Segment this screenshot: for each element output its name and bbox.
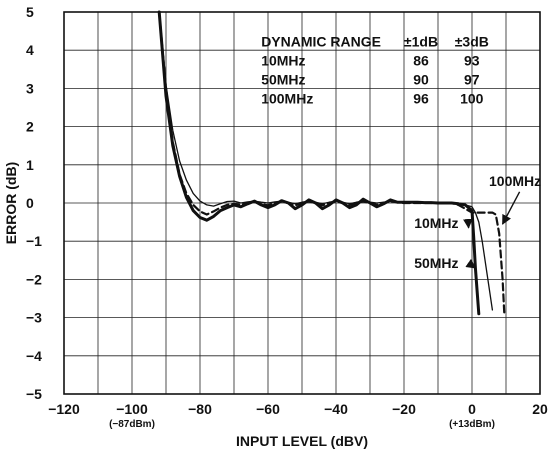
x-tick-label: −80 bbox=[188, 401, 212, 417]
y-tick-label: −5 bbox=[26, 386, 42, 402]
y-tick-label: 3 bbox=[26, 80, 34, 96]
table-header: ±3dB bbox=[455, 33, 489, 49]
table-cell: 100 bbox=[460, 91, 484, 107]
axis-ticks: −120 −100 −80 −60 −40 −20 0 20(−87dBm) (+13dBm)5… bbox=[26, 4, 548, 430]
table-row-label: 10MHz bbox=[261, 52, 305, 68]
table-row-label: 50MHz bbox=[261, 72, 305, 88]
table-cell: 96 bbox=[413, 91, 429, 107]
x-tick-label: 0 bbox=[468, 401, 476, 417]
y-tick-label: 2 bbox=[26, 119, 34, 135]
y-axis-label: ERROR (dB) bbox=[3, 162, 19, 244]
series-line-100mhz bbox=[158, 10, 506, 315]
y-tick-label: 0 bbox=[26, 195, 34, 211]
table-header: ±1dB bbox=[404, 33, 438, 49]
table-cell: 90 bbox=[413, 72, 429, 88]
y-tick-label: 4 bbox=[26, 42, 34, 58]
table-row-label: 100MHz bbox=[261, 91, 313, 107]
annotation-arrow bbox=[501, 191, 521, 225]
x-tick-sublabel: (−87dBm) bbox=[109, 419, 155, 430]
x-tick-label: −20 bbox=[392, 401, 416, 417]
annotation-arrow bbox=[465, 258, 477, 269]
x-tick-label: −60 bbox=[256, 401, 280, 417]
annotations: 100MHz 10MHz 50MHz bbox=[414, 173, 541, 271]
y-tick-label: 5 bbox=[26, 4, 34, 20]
x-tick-label: 20 bbox=[532, 401, 548, 417]
annotation-label: 100MHz bbox=[489, 173, 541, 189]
annotation-label: 10MHz bbox=[414, 215, 458, 231]
y-tick-label: −1 bbox=[26, 233, 42, 249]
y-tick-label: 1 bbox=[26, 157, 34, 173]
series-lines bbox=[157, 10, 506, 316]
y-tick-label: −4 bbox=[26, 348, 42, 364]
y-tick-label: −3 bbox=[26, 310, 42, 326]
x-tick-sublabel: (+13dBm) bbox=[449, 419, 495, 430]
table-cell: 93 bbox=[464, 52, 480, 68]
x-tick-label: −100 bbox=[116, 401, 148, 417]
dynamic-range-table: DYNAMIC RANGE ±1dB ±3dB 10MHz 86 93 50MHz 90 97 1… bbox=[261, 33, 489, 106]
x-tick-label: −40 bbox=[324, 401, 348, 417]
y-tick-label: −2 bbox=[26, 271, 42, 287]
annotation-label: 50MHz bbox=[414, 255, 458, 271]
table-header: DYNAMIC RANGE bbox=[261, 33, 381, 49]
x-axis-label: INPUT LEVEL (dBV) bbox=[236, 433, 368, 449]
table-cell: 86 bbox=[413, 52, 429, 68]
plot-frame bbox=[63, 11, 541, 395]
table-cell: 97 bbox=[464, 72, 480, 88]
x-tick-label: −120 bbox=[48, 401, 80, 417]
